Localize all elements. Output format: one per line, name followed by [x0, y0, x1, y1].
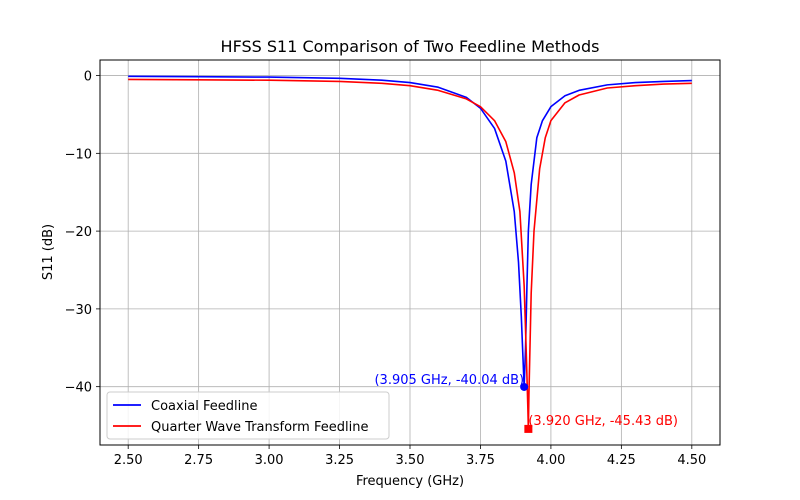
legend-box — [106, 391, 390, 440]
legend-label-0: Coaxial Feedline — [151, 399, 258, 414]
x-tick-label: 4.25 — [607, 453, 636, 468]
y-tick-label: 0 — [84, 70, 92, 85]
y-tick-label: −30 — [65, 303, 92, 318]
min-annotation-1: (3.920 GHz, -45.43 dB) — [528, 414, 678, 429]
series-line-1 — [128, 78, 692, 430]
x-tick-label: 4.00 — [536, 453, 565, 468]
x-tick-label: 3.25 — [325, 453, 354, 468]
y-tick-label: −10 — [65, 147, 92, 162]
x-tick-label: 4.50 — [677, 453, 706, 468]
min-marker-1 — [524, 424, 533, 433]
x-tick-label: 3.00 — [255, 453, 284, 468]
legend-label-1: Quarter Wave Transform Feedline — [151, 420, 368, 435]
x-tick-label: 3.75 — [466, 453, 495, 468]
y-tick-label: −40 — [65, 381, 92, 396]
x-tick-label: 3.50 — [396, 453, 425, 468]
x-axis-ticks: 2.50 2.75 3.00 3.25 3.50 3.75 4.00 4.25 4.50 — [114, 445, 706, 468]
y-axis-ticks: 0 −10 −20 −30 −40 — [65, 70, 100, 396]
x-tick-label: 2.50 — [114, 453, 143, 468]
y-tick-label: −20 — [65, 225, 92, 240]
min-annotation-0: (3.905 GHz, -40.04 dB) — [374, 373, 524, 388]
y-axis-label: S11 (dB) — [41, 224, 56, 280]
series-layer — [128, 75, 692, 430]
x-axis-label: Frequency (GHz) — [356, 474, 464, 489]
min-marker-0 — [520, 382, 529, 391]
series-line-0 — [128, 75, 692, 388]
chart-title: HFSS S11 Comparison of Two Feedline Meth… — [221, 37, 600, 56]
annotations: (3.905 GHz, -40.04 dB) (3.920 GHz, -45.43… — [374, 373, 678, 433]
legend: Coaxial Feedline Quarter Wave Transform F… — [106, 391, 390, 440]
x-tick-label: 2.75 — [184, 453, 213, 468]
grid — [100, 60, 720, 445]
